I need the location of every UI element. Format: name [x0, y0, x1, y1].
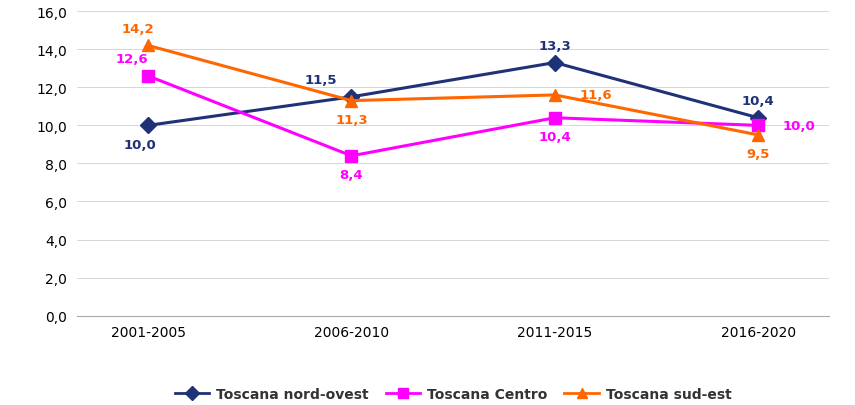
Text: 13,3: 13,3: [539, 40, 571, 53]
Text: 10,0: 10,0: [124, 139, 156, 151]
Text: 14,2: 14,2: [121, 23, 154, 36]
Text: 11,5: 11,5: [304, 74, 337, 87]
Text: 10,4: 10,4: [539, 131, 571, 144]
Text: 12,6: 12,6: [115, 53, 148, 66]
Text: 11,3: 11,3: [335, 114, 368, 127]
Legend: Toscana nord-ovest, Toscana Centro, Toscana sud-est: Toscana nord-ovest, Toscana Centro, Tosc…: [169, 381, 737, 405]
Text: 8,4: 8,4: [339, 169, 363, 182]
Text: 11,6: 11,6: [579, 89, 612, 102]
Text: 9,5: 9,5: [746, 148, 770, 161]
Text: 10,4: 10,4: [742, 95, 775, 108]
Text: 10,0: 10,0: [782, 119, 816, 132]
